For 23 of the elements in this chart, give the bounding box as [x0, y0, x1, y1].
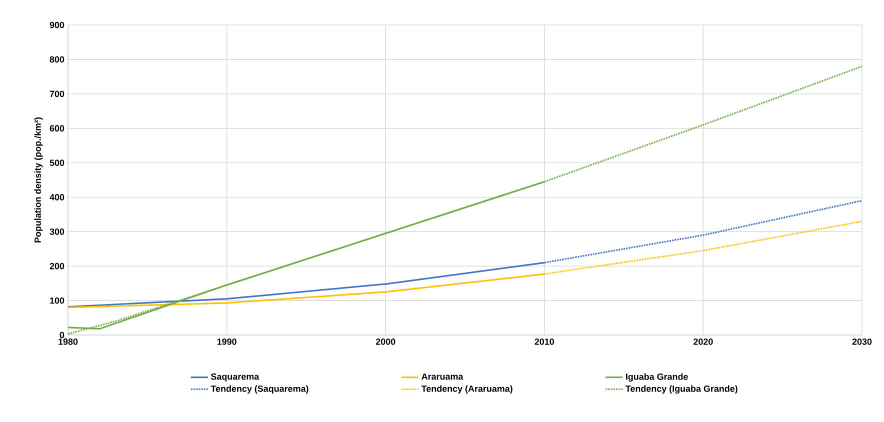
y-tick-label: 700 — [50, 90, 64, 98]
x-tick-label: 2010 — [534, 338, 554, 345]
x-tick-label: 1980 — [58, 338, 78, 345]
y-tick-label: 900 — [50, 22, 64, 28]
x-tick-label: 1990 — [217, 338, 236, 345]
x-tick-label: 2000 — [376, 338, 396, 345]
y-tick-label: 600 — [50, 125, 64, 132]
y-axis-title: Population density (pop./km²) — [34, 117, 43, 242]
legend-label: Tendency (Araruama) — [421, 385, 512, 394]
y-tick-label: 300 — [50, 228, 64, 235]
y-tick-label: 0 — [60, 332, 64, 338]
legend-label: Saquarema — [211, 373, 260, 382]
y-tick-label: 800 — [50, 56, 64, 63]
x-tick-label: 2020 — [694, 338, 713, 345]
x-tick-label: 2030 — [852, 338, 872, 345]
legend-label: Tendency (Iguaba Grande) — [626, 385, 738, 394]
y-tick-label: 500 — [50, 160, 64, 166]
legend-label: Tendency (Saquarema) — [210, 385, 308, 394]
y-tick-label: 400 — [50, 194, 64, 200]
y-tick-label: 200 — [50, 262, 64, 270]
y-tick-label: 100 — [50, 297, 64, 304]
legend-label: Iguaba Grande — [626, 373, 688, 382]
legend-label: Araruama — [422, 373, 464, 380]
